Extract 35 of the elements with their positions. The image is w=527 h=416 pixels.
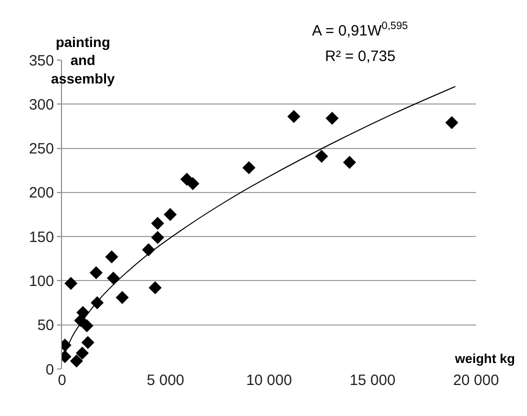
x-tick-label: 5 000 xyxy=(146,372,184,389)
point xyxy=(70,354,83,368)
y-tick-label: 350 xyxy=(28,52,54,70)
point xyxy=(81,336,94,350)
point xyxy=(315,150,328,163)
annotation: R² = 0,735 xyxy=(325,48,396,65)
point xyxy=(164,208,177,221)
y-tick-label: 250 xyxy=(28,140,54,158)
point xyxy=(105,250,118,264)
y-tick-label: 150 xyxy=(28,228,54,246)
point xyxy=(80,319,94,332)
point xyxy=(148,281,162,294)
point xyxy=(343,156,356,169)
point xyxy=(287,110,300,123)
x-tick-label: 20 000 xyxy=(453,372,499,389)
point xyxy=(445,116,458,130)
point xyxy=(151,230,164,244)
y-tick-label: 200 xyxy=(28,184,54,202)
point xyxy=(242,161,256,174)
point xyxy=(326,112,339,125)
x-tick-label: 10 000 xyxy=(246,372,292,389)
y-tick-label: 300 xyxy=(28,96,54,114)
point xyxy=(116,290,129,304)
y-tick-label: 50 xyxy=(37,317,54,334)
point xyxy=(151,216,164,230)
point xyxy=(186,177,200,190)
text: A = 0,91W$^{0,595}$ xyxy=(312,20,408,40)
point xyxy=(76,346,89,360)
point xyxy=(106,272,120,285)
point xyxy=(90,266,103,280)
x-tick-label: 0 xyxy=(58,372,66,389)
x-tick-label: 15 000 xyxy=(350,372,396,389)
x-axis-title: weight kg xyxy=(454,351,516,366)
point xyxy=(64,276,78,290)
y-tick-label: 100 xyxy=(28,272,54,290)
